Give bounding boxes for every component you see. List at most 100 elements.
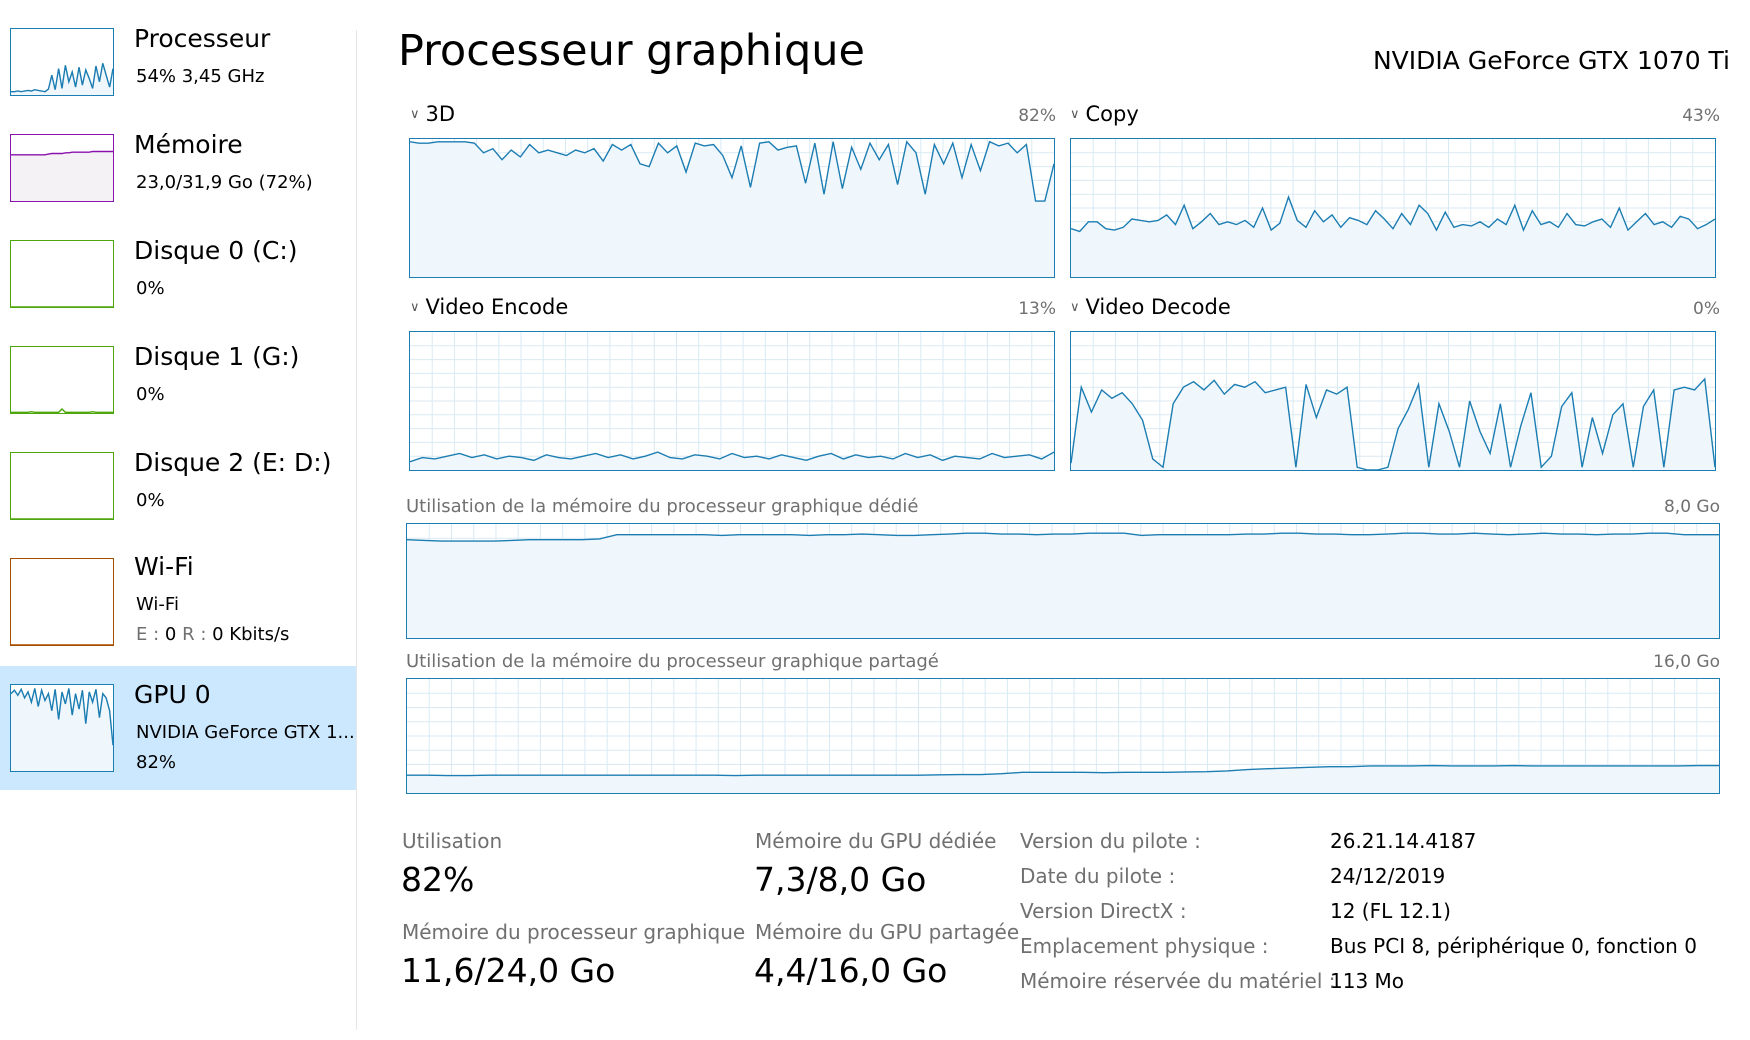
series-area xyxy=(1071,378,1715,470)
series-line xyxy=(1071,377,1715,470)
engine-label: Video Decode xyxy=(1085,295,1231,319)
engine-selector-video-encode[interactable]: ∨ Video Encode xyxy=(410,295,568,319)
utilisation-value: 82% xyxy=(401,860,475,899)
series-line xyxy=(1071,194,1715,233)
dedicated-memory-graph xyxy=(406,523,1720,639)
driver-version-label: Version du pilote : xyxy=(1020,829,1201,853)
shared-memory-graph xyxy=(406,678,1720,794)
reserved-memory-label: Mémoire réservée du matériel : xyxy=(1020,969,1336,993)
chevron-down-icon: ∨ xyxy=(410,107,420,122)
series-area xyxy=(1071,196,1715,277)
sidebar-item-disque-0[interactable]: Disque 0 (C:) 0% xyxy=(0,216,356,322)
sidebar-item-label: Disque 1 (G:) xyxy=(134,342,300,371)
wifi-thumbnail xyxy=(10,558,114,646)
processeur-thumbnail xyxy=(10,28,114,96)
directx-version-label: Version DirectX : xyxy=(1020,899,1187,923)
shared-gpu-memory-label: Mémoire du GPU partagée xyxy=(755,920,1020,944)
chevron-down-icon: ∨ xyxy=(1070,107,1080,122)
series-line xyxy=(407,764,1719,777)
sidebar-item-label: GPU 0 xyxy=(134,680,211,709)
dedicated-memory-max: 8,0 Go xyxy=(1663,497,1720,517)
directx-version-value: 12 (FL 12.1) xyxy=(1330,899,1451,923)
recv-value: 0 Kbits/s xyxy=(212,624,290,645)
series-line xyxy=(11,687,113,746)
page-title: Processeur graphique xyxy=(398,26,865,76)
series-line xyxy=(410,451,1054,463)
series-area xyxy=(11,409,113,413)
sidebar-item-wifi[interactable]: Wi-Fi Wi-Fi E : 0 R : 0 Kbits/s xyxy=(0,534,356,652)
disque-1-thumbnail xyxy=(10,346,114,414)
series-area xyxy=(410,452,1054,470)
sidebar-item-label: Processeur xyxy=(134,24,271,53)
sidebar-item-processeur[interactable]: Processeur 54% 3,45 GHz xyxy=(0,4,356,110)
dedicated-gpu-memory-value: 7,3/8,0 Go xyxy=(754,860,927,899)
memoire-thumbnail xyxy=(10,134,114,202)
engine-percent: 0% xyxy=(1693,299,1720,319)
engine-label: Video Encode xyxy=(425,295,569,319)
physical-location-value: Bus PCI 8, périphérique 0, fonction 0 xyxy=(1330,934,1697,958)
gpu-0-thumbnail xyxy=(10,684,114,772)
sidebar-item-detail: 23,0/31,9 Go (72%) xyxy=(136,172,313,193)
series-line xyxy=(11,150,113,156)
driver-version-value: 26.21.14.4187 xyxy=(1330,829,1477,853)
sidebar-item-label: Wi-Fi xyxy=(134,552,194,581)
disque-2-thumbnail xyxy=(10,452,114,520)
physical-location-label: Emplacement physique : xyxy=(1020,934,1269,958)
driver-date-label: Date du pilote : xyxy=(1020,864,1176,888)
series-line xyxy=(11,408,113,413)
sidebar-item-label: Disque 0 (C:) xyxy=(134,236,298,265)
sidebar-item-detail: 0% xyxy=(136,278,165,299)
series-area xyxy=(410,141,1054,277)
sidebar-item-detail: 54% 3,45 GHz xyxy=(136,66,265,87)
sidebar-item-detail: Wi-Fi xyxy=(136,594,179,615)
engine-selector-video-decode[interactable]: ∨ Video Decode xyxy=(1070,295,1231,319)
wifi-throughput: E : 0 R : 0 Kbits/s xyxy=(136,624,289,645)
shared-memory-label: Utilisation de la mémoire du processeur … xyxy=(406,651,939,672)
sidebar-item-detail: 0% xyxy=(136,384,165,405)
sidebar-divider xyxy=(356,30,357,1030)
chevron-down-icon: ∨ xyxy=(1070,300,1080,315)
dedicated-memory-label: Utilisation de la mémoire du processeur … xyxy=(406,496,919,517)
series-area xyxy=(407,533,1719,638)
utilisation-label: Utilisation xyxy=(402,829,503,853)
driver-date-value: 24/12/2019 xyxy=(1330,864,1446,888)
send-value: 0 xyxy=(164,624,177,645)
disque-0-thumbnail xyxy=(10,240,114,308)
sidebar-item-detail: 0% xyxy=(136,490,165,511)
gpu-model-name: NVIDIA GeForce GTX 1070 Ti xyxy=(1372,46,1730,75)
sidebar-item-label: Disque 2 (E: D:) xyxy=(134,448,332,477)
shared-memory-max: 16,0 Go xyxy=(1653,652,1720,672)
engine-percent: 82% xyxy=(1018,106,1056,126)
engine-graph-video-encode xyxy=(409,331,1055,471)
engine-selector-3d[interactable]: ∨ 3D xyxy=(410,102,455,126)
engine-graph-copy xyxy=(1070,138,1716,278)
series-area xyxy=(11,151,113,201)
series-area xyxy=(11,63,113,95)
send-label: E : xyxy=(136,624,160,645)
engine-label: Copy xyxy=(1085,102,1139,126)
sidebar-item-disque-1[interactable]: Disque 1 (G:) 0% xyxy=(0,322,356,428)
series-line xyxy=(407,532,1719,542)
series-area xyxy=(407,765,1719,793)
engine-label: 3D xyxy=(425,102,456,126)
recv-label: R : xyxy=(182,624,207,645)
engine-graph-3d xyxy=(409,138,1055,278)
sidebar-item-detail: NVIDIA GeForce GTX 1... xyxy=(136,722,355,743)
engine-graph-video-decode xyxy=(1070,331,1716,471)
reserved-memory-value: 113 Mo xyxy=(1330,969,1405,993)
chevron-down-icon: ∨ xyxy=(410,300,420,315)
sidebar-item-memoire[interactable]: Mémoire 23,0/31,9 Go (72%) xyxy=(0,110,356,216)
gpu-memory-label: Mémoire du processeur graphique xyxy=(402,920,746,944)
sidebar-item-percent: 82% xyxy=(136,752,177,773)
series-line xyxy=(11,63,113,93)
shared-gpu-memory-value: 4,4/16,0 Go xyxy=(754,951,948,990)
sidebar-item-disque-2[interactable]: Disque 2 (E: D:) 0% xyxy=(0,428,356,534)
series-line xyxy=(410,140,1054,202)
engine-selector-copy[interactable]: ∨ Copy xyxy=(1070,102,1139,126)
sidebar-item-label: Mémoire xyxy=(134,130,243,159)
sidebar-item-gpu-0[interactable]: GPU 0 NVIDIA GeForce GTX 1... 82% xyxy=(0,666,356,790)
dedicated-gpu-memory-label: Mémoire du GPU dédiée xyxy=(755,829,997,853)
engine-percent: 43% xyxy=(1682,106,1720,126)
gpu-memory-value: 11,6/24,0 Go xyxy=(401,951,616,990)
engine-percent: 13% xyxy=(1018,299,1056,319)
